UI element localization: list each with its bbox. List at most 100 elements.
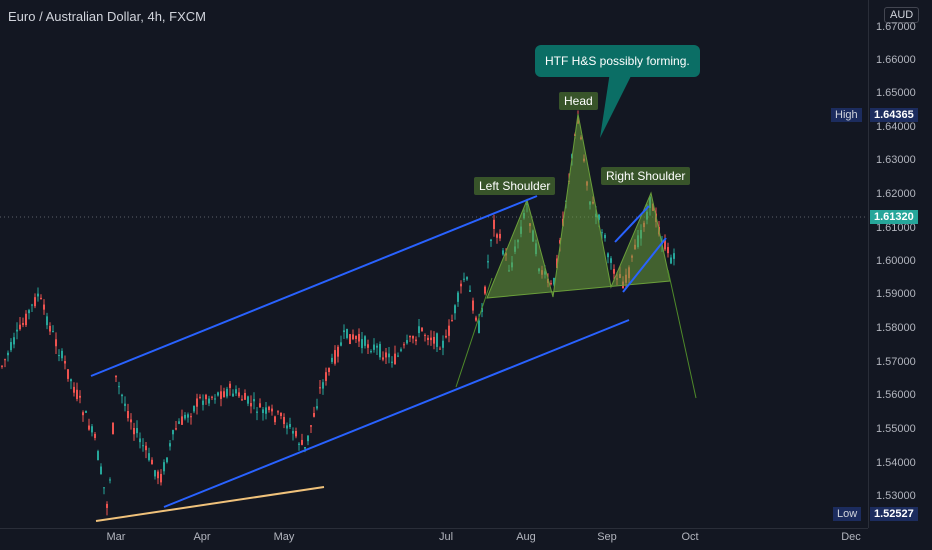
candle-body [457,292,459,302]
candle-body [148,453,150,461]
candle-body [373,344,375,350]
hs-callout[interactable]: HTF H&S possibly forming. [535,45,700,77]
candle-body [430,337,432,341]
candle-body [424,334,426,336]
time-label: May [273,531,295,543]
candle-body [142,445,144,447]
candle-body [130,419,132,423]
candle-body [367,344,369,348]
candle-body [106,503,108,508]
candle-body [19,324,21,330]
time-scale[interactable] [0,528,868,550]
candle-body [397,355,399,357]
candle-body [70,379,72,382]
candle-body [247,396,249,404]
candle-body [34,297,36,307]
price-tick-label: 1.59000 [876,288,916,300]
trend-support-line [95,486,325,522]
candle-body [298,443,300,445]
candle-body [235,389,237,394]
time-label: Apr [193,531,211,543]
low-value: 1.52527 [870,507,918,521]
candle-body [160,473,162,483]
candle-body [604,234,606,239]
candle-body [250,403,252,407]
price-tick-label: 1.64000 [876,121,916,133]
candle-body [100,466,102,475]
candle-body [184,414,186,419]
candle-body [241,399,243,401]
candle-body [436,333,438,347]
candle-body [406,340,408,344]
candle-body [502,250,504,255]
candle-body [154,470,156,477]
candle-body [379,344,381,358]
candle-body [64,361,66,364]
right-shoulder-label[interactable]: Right Shoulder [601,167,691,185]
candle-body [349,334,351,344]
support-path-line [455,277,493,388]
candle-body [421,327,423,331]
candle-body [376,345,378,348]
candle-body [319,387,321,389]
currency-badge[interactable]: AUD [884,7,920,23]
candle-body [220,391,222,399]
candle-body [271,408,273,412]
candle-body [607,253,609,258]
candle-body [139,438,141,443]
candle-body [448,325,450,336]
price-tick-label: 1.53000 [876,490,916,502]
price-tick-label: 1.66000 [876,54,916,66]
candle-body [385,352,387,358]
candle-body [232,393,234,397]
candle-body [487,261,489,263]
candle-body [391,361,393,363]
price-tick-label: 1.67000 [876,21,916,33]
candle-body [244,393,246,400]
candle-body [478,320,480,333]
candle-body [229,383,231,388]
candle-body [88,425,90,430]
price-tick-label: 1.54000 [876,457,916,469]
candle-body [496,234,498,238]
candle-body [274,416,276,423]
candle-body [598,214,600,220]
price-chart[interactable] [0,0,868,528]
candle-body [394,353,396,365]
candle-body [610,258,612,263]
candle-body [484,286,486,294]
head-and-shoulders-pattern [486,113,671,299]
left-shoulder-label[interactable]: Left Shoulder [474,177,556,195]
price-tick-label: 1.65000 [876,87,916,99]
head-label[interactable]: Head [559,92,598,110]
time-label: Aug [516,531,536,543]
candle-body [76,389,78,400]
candle-body [199,396,201,398]
candle-body [412,335,414,339]
candle-body [82,412,84,416]
chart-area[interactable]: Euro / Australian Dollar, 4h, FXCM HTF H… [0,0,868,528]
price-tick-label: 1.61000 [876,222,916,234]
candle-body [127,410,129,419]
candle-body [175,428,177,430]
candle-body [310,425,312,427]
price-scale[interactable] [868,0,932,528]
high-label: High [831,108,862,122]
candle-body [145,445,147,451]
candle-body [226,388,228,397]
candle-body [439,348,441,350]
candle-body [427,337,429,341]
candle-body [169,443,171,447]
candle-body [181,416,183,425]
candle-body [133,427,135,435]
upper-channel-line [90,195,538,377]
candle-body [103,487,105,489]
candle-body [223,391,225,398]
candle-body [370,351,372,353]
candle-body [121,394,123,397]
candle-body [37,293,39,297]
candle-body [4,359,6,361]
candle-body [109,479,111,481]
candle-body [49,325,51,332]
candle-body [262,409,264,414]
